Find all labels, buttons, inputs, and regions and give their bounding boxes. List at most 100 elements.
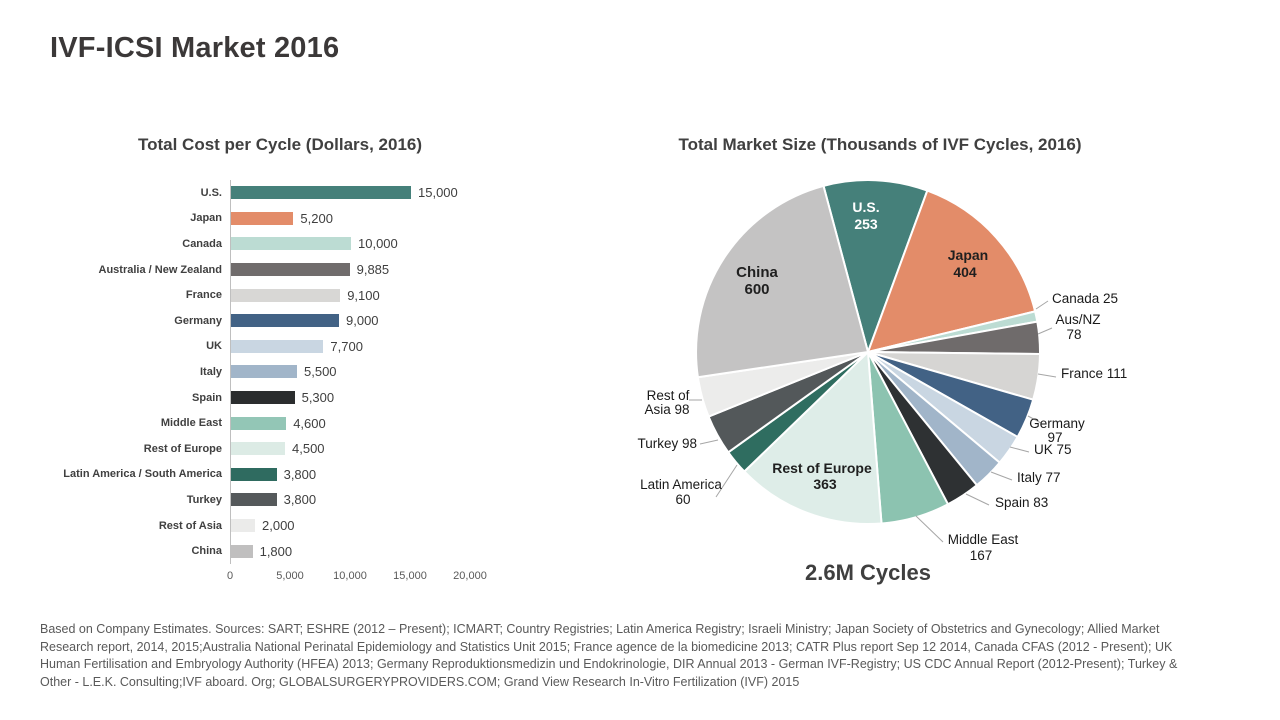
bar-value-label: 9,100 [347,287,380,303]
pie-label-germany: 97 [1047,430,1062,445]
pie-label-middle-east: Middle East [948,532,1019,547]
pie-label-u-s: U.S. [852,199,879,215]
bar-row: Rest of Europe 4,500 [40,435,520,462]
pie-label-leader-line [1037,373,1057,378]
x-axis-tick-label: 0 [226,569,234,582]
pie-chart: Total Market Size (Thousands of IVF Cycl… [600,134,1160,614]
bar-row: Canada 10,000 [40,231,520,257]
bar-plot: 1,800 [230,538,520,564]
bar-france [231,288,341,302]
bar-plot: 3,800 [230,487,520,513]
bar-rest-of-europe [231,442,285,456]
footer-line: Human Fertilisation and Embryology Autho… [40,657,1178,672]
bar-value-label: 10,000 [358,236,398,252]
bar-row: U.S. 15,000 [40,180,520,206]
bar-row: Germany 9,000 [40,307,520,334]
bar-category-label: Canada [182,237,222,250]
pie-slice-rest-of-europe [743,351,883,526]
bar-plot: 7,700 [230,333,520,360]
pie-slice-u-s [822,179,929,353]
pie-label-canada: Canada 25 [1052,291,1118,306]
pie-label-leader-line [1037,327,1053,335]
bar-category-label: China [191,545,222,558]
bar-australia-new-zealand [231,263,350,277]
bar-value-label: 9,000 [346,313,379,329]
bar-plot: 5,300 [230,384,520,411]
pie-slice-japan [867,189,1037,353]
bar-value-label: 5,500 [304,364,337,380]
pie-label-leader-line [1027,415,1042,424]
bar-middle-east [231,416,287,430]
x-axis-tick-label: 15,000 [393,569,427,582]
bar-plot: 9,100 [230,282,520,308]
pie-label-uk: UK 75 [1034,442,1072,457]
bar-plot: 5,200 [230,205,520,232]
bar-row: Australia / New Zealand 9,885 [40,256,520,283]
bar-chart-plot-area: U.S. 15,000 Japan 5,200 Canada 10,000 Australi… [40,180,520,564]
pie-label-leader-line [1035,300,1049,310]
bar-category-label: Australia / New Zealand [98,263,222,276]
bar-value-label: 5,300 [301,390,335,406]
bar-latin-america-south-america [231,467,277,481]
bar-category-label: Rest of Europe [143,442,222,455]
bar-category-label: Germany [174,314,222,327]
bar-value-label: 1,800 [259,543,293,559]
slide-title: IVF-ICSI Market 2016 [50,32,340,64]
bar-plot: 15,000 [230,180,520,206]
pie-label-leader-line [699,439,719,445]
pie-label-aus-nz: Aus/NZ [1055,312,1100,327]
bar-value-label: 9,885 [356,262,390,278]
pie-label-germany: Germany [1029,416,1085,431]
bar-plot: 4,500 [230,435,520,462]
bar-category-label: Rest of Asia [158,519,222,532]
pie-label-leader-line [715,464,738,498]
pie-label-leader-line [915,515,944,543]
pie-label-turkey: Turkey 98 [637,436,697,451]
bar-plot: 4,600 [230,410,520,436]
bar-chart-title: Total Cost per Cycle (Dollars, 2016) [137,135,423,154]
bar-row: Japan 5,200 [40,205,520,232]
bar-category-label: Spain [192,391,222,404]
pie-label-rest-of-asia: Asia 98 [644,402,689,417]
bar-uk [231,339,324,353]
pie-label-leader-line [1009,446,1030,453]
bar-row: Italy 5,500 [40,359,520,385]
footer-line: Research report, 2014, 2015;Australia Na… [40,639,1173,654]
pie-total-label: 2.6M Cycles [805,560,931,585]
bar-chart: Total Cost per Cycle (Dollars, 2016) U.S… [40,134,520,586]
bar-plot: 9,885 [230,256,520,283]
pie-label-spain: Spain 83 [995,495,1048,510]
bar-plot: 5,500 [230,359,520,385]
bar-category-label: UK [206,340,222,353]
bar-value-label: 5,200 [300,210,333,226]
bar-row: Latin America / South America 3,800 [40,461,520,488]
bar-category-label: Middle East [160,417,222,430]
bar-category-label: France [185,289,222,302]
pie-label-leader-line [990,471,1013,481]
footer-line: Based on Company Estimates. Sources: SAR… [40,622,1160,636]
pie-label-latin-america: 60 [675,492,690,507]
pie-label-leader-line [965,493,990,506]
pie-slice-china [695,184,869,379]
pie-label-france: France 111 [1061,366,1127,381]
pie-label-japan: 404 [953,264,977,280]
pie-label-italy: Italy 77 [1017,470,1061,485]
x-axis-tick-label: 5,000 [276,569,304,582]
pie-label-rest-of-europe: 363 [813,476,837,492]
bar-category-label: U.S. [200,186,222,199]
bar-row: Turkey 3,800 [40,487,520,513]
pie-label-middle-east: 167 [970,548,993,563]
bar-row: China 1,800 [40,538,520,564]
pie-label-japan: Japan [948,247,988,263]
pie-label-aus-nz: 78 [1066,327,1081,342]
footer-line: Other - L.E.K. Consulting;IVF aboard. Or… [40,674,800,689]
bar-italy [231,365,297,379]
bar-rest-of-asia [231,519,255,533]
pie-label-rest-of-asia: Rest of [647,388,690,403]
bar-plot: 9,000 [230,307,520,334]
bar-value-label: 3,800 [283,492,317,508]
bar-category-label: Turkey [186,493,222,506]
bar-plot: 2,000 [230,512,520,539]
x-axis-tick-label: 10,000 [333,569,367,582]
